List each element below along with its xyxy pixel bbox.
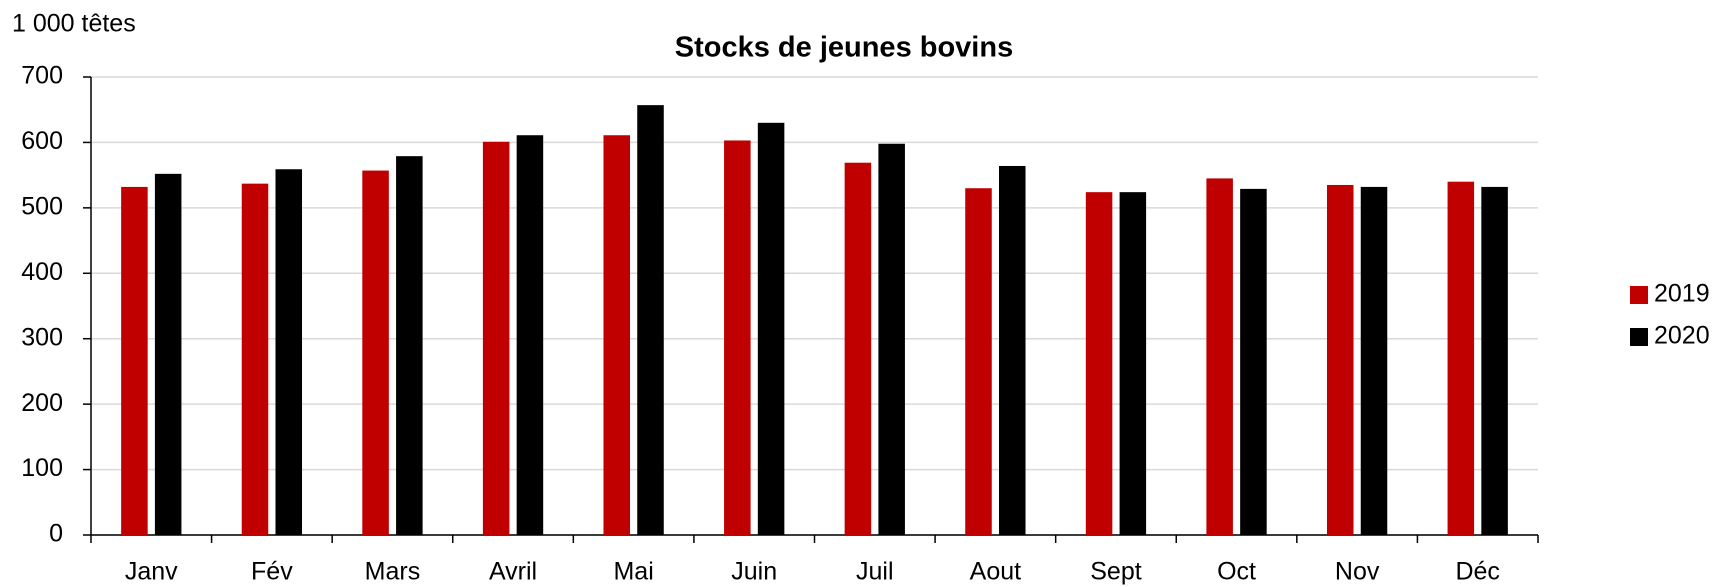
bar (637, 105, 664, 536)
y-tick-label: 200 (21, 389, 63, 417)
y-tick-label: 0 (49, 520, 63, 548)
legend-swatch (1630, 286, 1648, 304)
x-tick-label: Nov (1335, 558, 1380, 586)
y-tick-label: 300 (21, 323, 63, 351)
y-tick-label: 500 (21, 192, 63, 220)
y-tick-label: 400 (21, 258, 63, 286)
bar (396, 156, 423, 535)
bar (275, 169, 303, 536)
legend-label: 2020 (1654, 322, 1710, 350)
x-tick-label: Déc (1455, 558, 1499, 586)
bar (121, 186, 148, 536)
bar (1447, 181, 1475, 535)
bar (965, 188, 992, 535)
x-tick-label: Fév (251, 558, 293, 586)
bar (1240, 188, 1267, 535)
bar (516, 135, 544, 535)
bar (482, 141, 510, 535)
bar (878, 143, 905, 536)
x-tick-label: Mai (613, 558, 653, 586)
bar (362, 170, 389, 535)
bar (1119, 192, 1147, 535)
x-tick-label: Avril (489, 558, 537, 586)
x-tick-label: Oct (1217, 558, 1256, 586)
bar (603, 135, 631, 535)
bar (998, 165, 1026, 536)
bar (1481, 186, 1508, 536)
y-axis-label: 1 000 têtes (12, 10, 136, 38)
y-tick-label: 600 (21, 127, 63, 155)
x-tick-label: Janv (125, 558, 178, 586)
bar (154, 173, 182, 535)
legend-label: 2019 (1654, 280, 1710, 308)
y-tick-label: 700 (21, 62, 63, 90)
x-tick-label: Juil (856, 558, 894, 586)
x-tick-label: Aout (970, 558, 1021, 586)
bar (1085, 192, 1113, 535)
x-tick-label: Juin (731, 558, 777, 586)
bar (241, 183, 269, 536)
x-tick-label: Sept (1090, 558, 1141, 586)
y-tick-label: 100 (21, 454, 63, 482)
bar (757, 122, 785, 536)
legend-swatch (1630, 328, 1648, 346)
bar (1326, 184, 1354, 535)
x-tick-label: Mars (365, 558, 421, 586)
bar (1206, 178, 1233, 535)
chart-title: Stocks de jeunes bovins (675, 32, 1013, 64)
bar (1360, 186, 1388, 536)
bar (724, 140, 751, 536)
bar (844, 162, 872, 535)
